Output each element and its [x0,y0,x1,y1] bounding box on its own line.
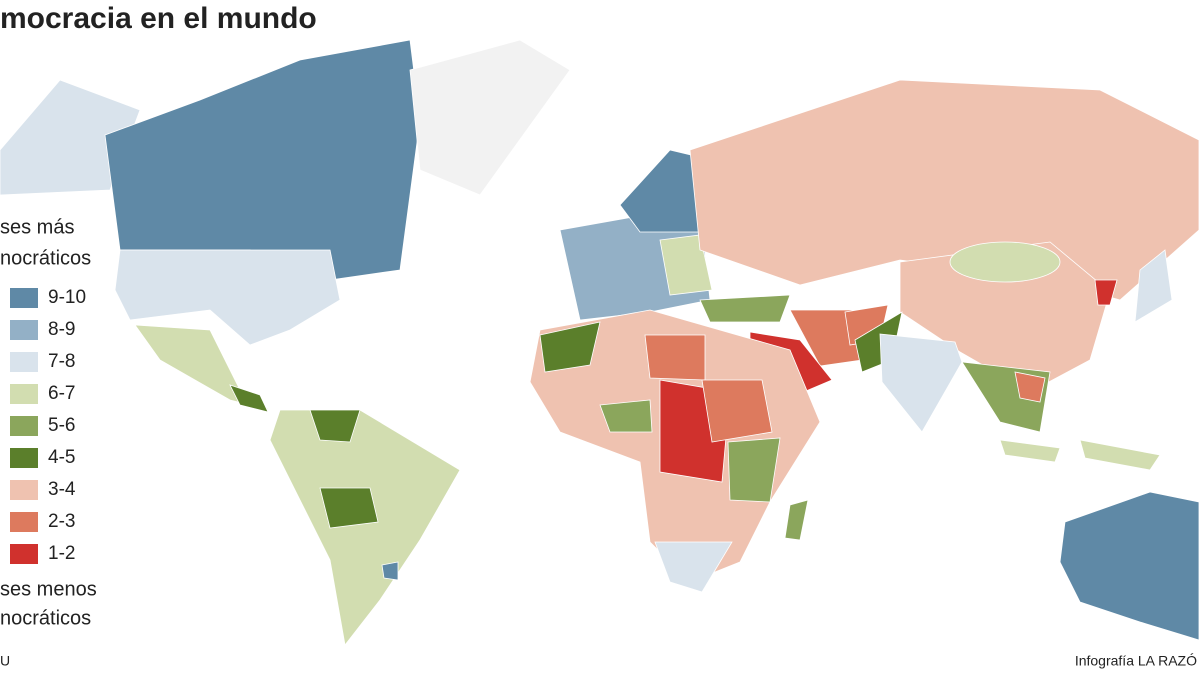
legend-caption: nocráticos [0,607,91,629]
china [899,241,1111,393]
legend-caption: ses más [0,216,74,238]
legend-swatch [10,448,38,468]
south-america [269,409,461,646]
legend-label: 5-6 [48,415,75,436]
legend-swatch [10,416,38,436]
legend: ses más nocráticos ses menos nocráticos … [0,216,97,629]
west-africa [599,399,653,433]
legend-swatch [10,480,38,500]
turkey [699,294,791,323]
russia [689,79,1199,301]
sudan [701,379,773,443]
east-africa [727,437,781,503]
vietnam [1014,371,1046,403]
legend-label: 1-2 [48,543,75,564]
legend-swatch [10,352,38,372]
legend-label: 3-4 [48,479,76,500]
title: mocracia en el mundo [0,2,317,35]
greenland [409,39,571,196]
legend-swatch [10,320,38,340]
legend-label: 2-3 [48,511,75,532]
japan [1134,249,1173,323]
legend-label: 9-10 [48,287,86,308]
indonesia-2 [1079,439,1161,471]
madagascar [784,499,809,541]
india [879,333,963,433]
legend-label: 4-5 [48,447,75,468]
canada [104,39,421,281]
legend-swatch [10,384,38,404]
legend-caption: ses menos [0,578,97,600]
north-korea [1094,279,1118,306]
credit: Infografía LA RAZÓ [1075,653,1197,669]
legend-label: 7-8 [48,351,75,372]
legend-label: 8-9 [48,319,75,340]
eastern-europe [659,234,713,296]
legend-swatch [10,544,38,564]
legend-caption: nocráticos [0,247,91,269]
source: U [0,653,10,669]
mongolia [949,241,1061,283]
southern-africa [654,541,733,593]
central-america-dark [229,384,269,413]
bolivia [319,487,379,529]
legend-label: 6-7 [48,383,75,404]
venezuela [309,409,361,443]
sahel-red [644,334,706,381]
world-map [0,39,1199,646]
legend-swatch [10,512,38,532]
north-west-africa [539,321,601,373]
australia [1059,491,1199,641]
uruguay [381,561,399,581]
indonesia-1 [999,439,1061,463]
legend-swatch [10,288,38,308]
usa [114,249,341,346]
